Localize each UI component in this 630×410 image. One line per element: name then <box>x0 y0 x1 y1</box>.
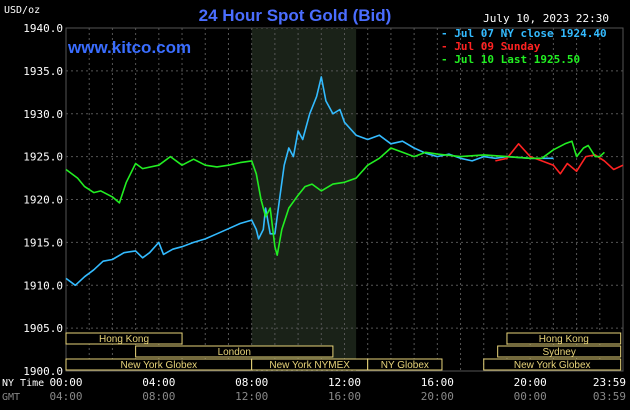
series-line-1 <box>65 76 554 287</box>
x-axis-row-label: NY Time <box>2 378 44 389</box>
x-tick-label: 12:00 <box>235 390 268 403</box>
session-bar <box>497 345 622 358</box>
session-label: New York Globex <box>120 360 197 371</box>
chart-title: 24 Hour Spot Gold (Bid) <box>199 6 392 25</box>
x-tick-label: 20:00 <box>421 390 454 403</box>
y-tick-label: 1920.0 <box>23 194 63 207</box>
legend-entry: - Jul 07 NY close 1924.40 <box>441 27 607 40</box>
session-label: NY Globex <box>381 360 429 371</box>
site-label: www.kitco.com <box>67 38 191 57</box>
session-bar <box>135 345 334 358</box>
session-label: New York Globex <box>514 360 591 371</box>
x-tick-label: 23:59 <box>593 376 626 389</box>
unit-label: USD/oz <box>4 5 40 16</box>
y-tick-label: 1905.0 <box>23 322 63 335</box>
y-tick-label: 1935.0 <box>23 65 63 78</box>
legend-entry: - Jul 09 Sunday <box>441 40 541 53</box>
y-tick-label: 1910.0 <box>23 279 63 292</box>
session-label: Hong Kong <box>539 334 589 345</box>
series-line-2 <box>495 143 624 175</box>
y-tick-label: 1940.0 <box>23 22 63 35</box>
x-tick-label: 03:59 <box>593 390 626 403</box>
session-bar <box>367 358 443 371</box>
series-line-3 <box>65 140 605 256</box>
y-tick-label: 1930.0 <box>23 108 63 121</box>
x-tick-label: 00:00 <box>49 376 82 389</box>
session-bar <box>65 332 183 345</box>
nymex-session-shade <box>251 28 357 371</box>
x-tick-label: 04:00 <box>49 390 82 403</box>
session-label: Sydney <box>542 347 575 358</box>
legend: - Jul 07 NY close 1924.40- Jul 09 Sunday… <box>441 27 607 66</box>
x-tick-label: 12:00 <box>328 376 361 389</box>
x-axis-row-label: GMT <box>2 392 20 403</box>
session-label: Hong Kong <box>99 334 149 345</box>
session-bar <box>506 332 622 345</box>
x-tick-label: 20:00 <box>514 376 547 389</box>
y-tick-label: 1925.0 <box>23 151 63 164</box>
session-label: London <box>218 347 251 358</box>
session-bar <box>483 358 622 371</box>
x-tick-label: 16:00 <box>328 390 361 403</box>
x-tick-label: 08:00 <box>142 390 175 403</box>
y-tick-label: 1900.0 <box>23 365 63 378</box>
x-tick-label: 04:00 <box>142 376 175 389</box>
y-tick-label: 1915.0 <box>23 236 63 249</box>
x-tick-label: 16:00 <box>421 376 454 389</box>
session-label: New York NYMEX <box>269 360 350 371</box>
legend-entry: - Jul 10 Last 1925.50 <box>441 53 580 66</box>
x-tick-label: 00:00 <box>514 390 547 403</box>
x-tick-label: 08:00 <box>235 376 268 389</box>
timestamp: July 10, 2023 22:30 <box>483 12 609 25</box>
